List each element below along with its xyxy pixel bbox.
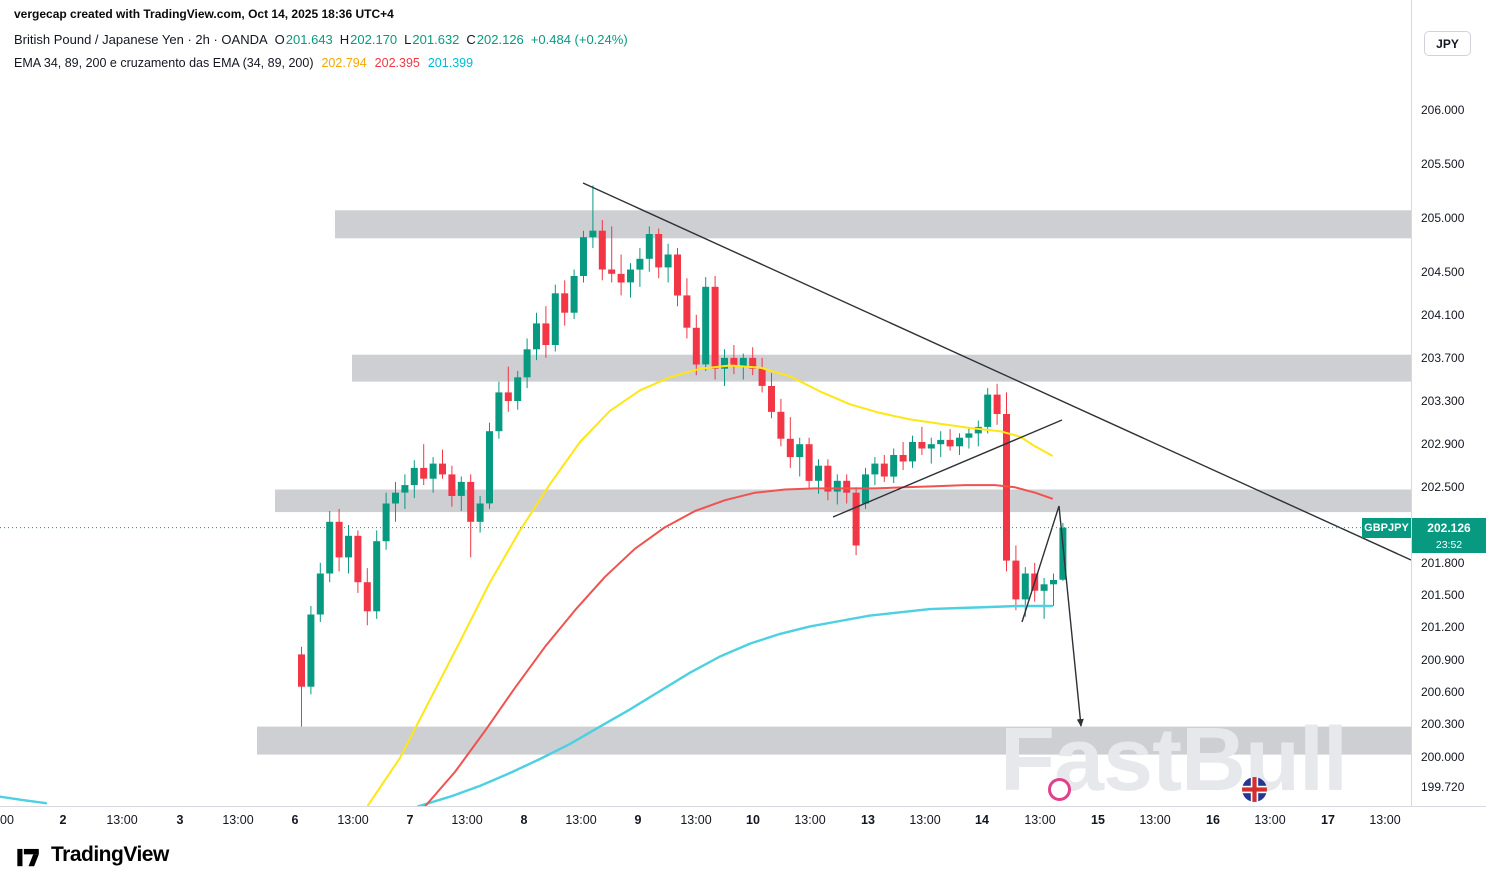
tradingview-logo[interactable]: TradingView [15, 841, 169, 869]
symbol-legend[interactable]: British Pound / Japanese Yen · 2h · OAND… [14, 32, 628, 54]
price-tick: 202.500 [1421, 480, 1465, 494]
price-tick: 201.500 [1421, 588, 1465, 602]
time-tick: 8 [520, 813, 528, 827]
chart-canvas[interactable]: FastBull British Pound / [0, 0, 1411, 806]
time-axis[interactable]: 00 2 13:00 3 13:00 6 13:00 7 13:00 8 13:00 9 13:00 10… [0, 806, 1486, 834]
price-axis[interactable]: 206.000 205.500 205.000 204.500 204.100 203.7… [1411, 0, 1486, 806]
ohlc-label: C [466, 32, 476, 47]
price-tick: 201.200 [1421, 620, 1465, 634]
footer: TradingView [15, 841, 169, 869]
price-tick: 201.800 [1421, 556, 1465, 570]
zone-rect[interactable] [275, 489, 1411, 513]
projection-arrow[interactable] [1058, 505, 1084, 727]
time-tick: 13:00 [337, 813, 369, 827]
ohlc-value: 201.632 [412, 32, 460, 47]
time-tick: 13:00 [1254, 813, 1286, 827]
indicator-name: EMA 34, 89, 200 e cruzamento das EMA (34… [14, 56, 314, 70]
time-tick: 16 [1206, 813, 1220, 827]
price-series-layer [0, 182, 1411, 806]
time-tick: 00 [0, 813, 14, 827]
time-tick: 17 [1321, 813, 1335, 827]
price-tick: 200.300 [1421, 717, 1465, 731]
time-tick: 13:00 [451, 813, 483, 827]
price-label-symbol: GBPJPY [1362, 518, 1411, 538]
ohlc-label: H [339, 32, 350, 47]
tradingview-logo-icon [17, 848, 39, 867]
indicator-value: 202.395 [374, 56, 420, 70]
last-price-label: 202.126 [1412, 518, 1486, 538]
zone-rect[interactable] [257, 726, 1411, 755]
price-tick: 200.600 [1421, 685, 1465, 699]
time-tick: 7 [406, 813, 414, 827]
attribution-text: vergecap created with TradingView.com, O… [14, 7, 394, 21]
ema-lines [0, 364, 1054, 806]
time-tick: 10 [746, 813, 760, 827]
price-tick: 200.900 [1421, 653, 1465, 667]
ohlc-label: L [404, 32, 412, 47]
ohlc-value: 202.170 [350, 32, 398, 47]
time-tick: 13:00 [106, 813, 138, 827]
time-tick: 13:00 [1024, 813, 1056, 827]
time-tick: 14 [975, 813, 989, 827]
time-tick: 13:00 [680, 813, 712, 827]
time-tick: 13:00 [222, 813, 254, 827]
time-tick: 13 [861, 813, 875, 827]
time-tick: 2 [59, 813, 67, 827]
time-tick: 6 [291, 813, 299, 827]
symbol-title: British Pound / Japanese Yen · 2h · OAND… [14, 32, 268, 47]
ohlc-label: O [274, 32, 285, 47]
indicator-value: 201.399 [427, 56, 474, 70]
ohlc-value: 202.126 [476, 32, 524, 47]
indicator-values: 202.794 202.395 201.399 [313, 56, 473, 70]
fastbull-logo-icon [1048, 778, 1071, 801]
price-tick: 199.720 [1421, 780, 1465, 794]
change-value: +0.484 (+0.24%) [530, 32, 628, 47]
time-tick: 13:00 [1369, 813, 1401, 827]
price-tick: 205.500 [1421, 157, 1465, 171]
time-tick: 3 [176, 813, 184, 827]
price-tick: 204.500 [1421, 265, 1465, 279]
price-tick: 206.000 [1421, 103, 1465, 117]
indicator-legend[interactable]: EMA 34, 89, 200 e cruzamento das EMA (34… [14, 56, 628, 70]
time-tick: 13:00 [565, 813, 597, 827]
time-tick: 15 [1091, 813, 1105, 827]
zone-rect[interactable] [335, 210, 1411, 239]
trendline[interactable] [582, 182, 1411, 561]
price-tick: 200.000 [1421, 750, 1465, 764]
price-tick: 205.000 [1421, 211, 1465, 225]
time-tick: 13:00 [909, 813, 941, 827]
price-tick: 203.300 [1421, 394, 1465, 408]
time-tick: 13:00 [1139, 813, 1171, 827]
ohlc-value: 201.643 [285, 32, 333, 47]
bar-countdown-label: 23:52 [1412, 538, 1486, 553]
price-tick: 202.900 [1421, 437, 1465, 451]
ohlc-values: O201.643 H202.170 L201.632 C202.126 [268, 32, 524, 47]
trendline[interactable] [832, 419, 1063, 518]
tradingview-logo-text: TradingView [51, 843, 169, 866]
time-tick: 13:00 [794, 813, 826, 827]
uk-flag-icon [1242, 777, 1267, 802]
price-tick: 204.100 [1421, 308, 1465, 322]
price-tick: 203.700 [1421, 351, 1465, 365]
candles [298, 185, 1067, 727]
time-tick: 9 [634, 813, 642, 827]
currency-toggle-button[interactable]: JPY [1424, 31, 1471, 56]
trendline[interactable] [1021, 505, 1060, 623]
indicator-value: 202.794 [321, 56, 367, 70]
drawings[interactable] [0, 182, 1411, 727]
